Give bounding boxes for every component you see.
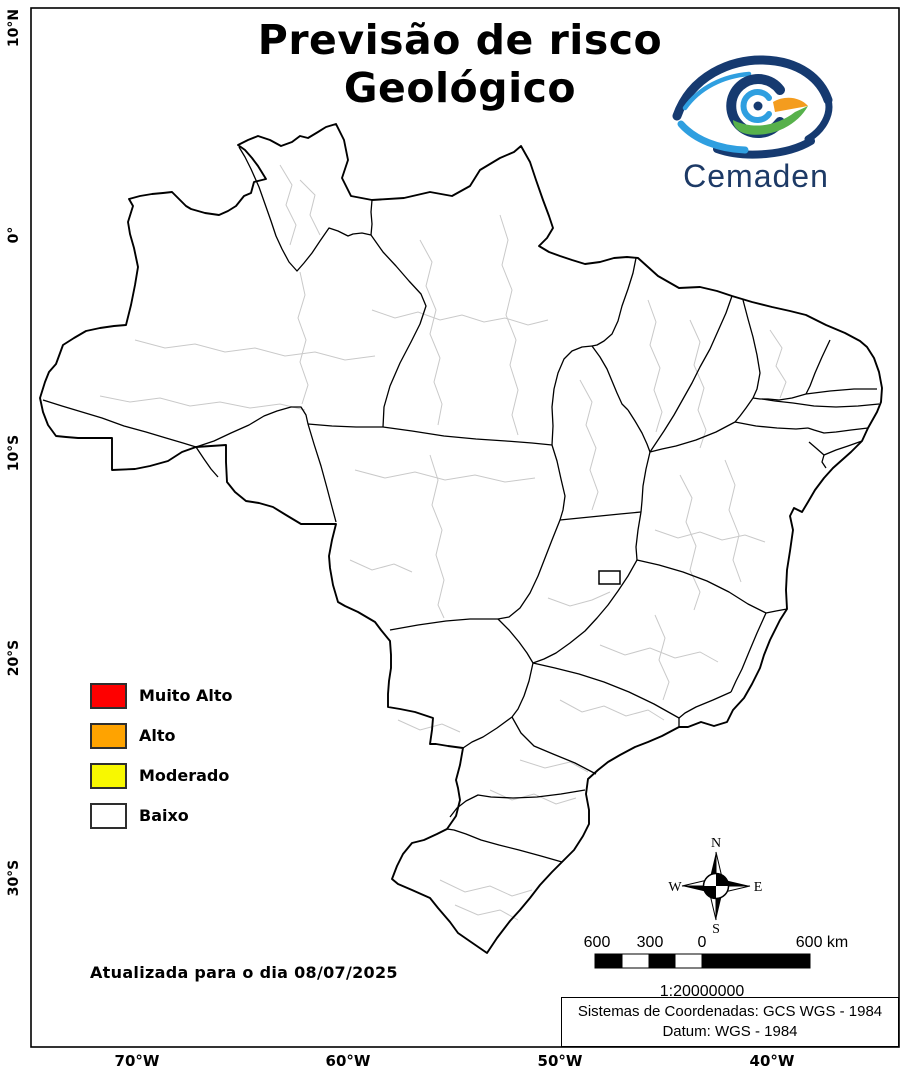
lat-axis-label-30s: 30°S — [6, 859, 22, 897]
title-line2: Geológico — [343, 64, 577, 113]
lon-axis-label-70w: 70°W — [114, 1052, 160, 1070]
lat-axis-label-0: 0° — [6, 226, 22, 244]
scale-bar: 600 300 0 600 km 1:20000000 — [584, 934, 849, 1000]
update-note: Atualizada para o dia 08/07/2025 — [90, 963, 398, 982]
legend-label: Alto — [139, 726, 176, 745]
map-frame — [30, 7, 900, 1048]
municipal-borders — [99, 164, 787, 921]
lon-axis-label-40w: 40°W — [749, 1052, 795, 1070]
legend-item-muito-alto: Muito Alto — [90, 682, 233, 709]
scale-label-600-left: 600 — [584, 934, 611, 951]
scale-label-0: 0 — [698, 934, 707, 951]
scale-bar-segments — [594, 953, 811, 969]
risk-legend: Muito Alto Alto Moderado Baixo — [90, 682, 233, 842]
cemaden-logo-text: Cemaden — [683, 158, 829, 194]
legend-item-moderado: Moderado — [90, 762, 233, 789]
legend-swatch-alto — [90, 722, 127, 749]
legend-swatch-muito-alto — [90, 682, 127, 709]
cemaden-eye-icon — [672, 55, 833, 159]
compass-rose-icon: N S W E — [668, 836, 763, 936]
scale-label-600-right: 600 km — [796, 934, 848, 951]
credits-box: Sistemas de Coordenadas: GCS WGS - 1984 … — [561, 997, 899, 1047]
lon-axis-label-50w: 50°W — [537, 1052, 583, 1070]
legend-label: Baixo — [139, 806, 189, 825]
lat-axis-label-10s: 10°S — [6, 434, 22, 472]
legend-swatch-baixo — [90, 802, 127, 829]
scale-ratio: 1:20000000 — [660, 983, 745, 1000]
cemaden-logo: Cemaden — [657, 48, 855, 195]
lat-axis-label-20s: 20°S — [6, 639, 22, 677]
legend-label: Moderado — [139, 766, 230, 785]
compass-n-label: N — [711, 836, 721, 851]
legend-label: Muito Alto — [139, 686, 233, 705]
legend-item-baixo: Baixo — [90, 802, 233, 829]
legend-item-alto: Alto — [90, 722, 233, 749]
legend-swatch-moderado — [90, 762, 127, 789]
datum-note: Datum: WGS - 1984 — [662, 1023, 798, 1040]
state-borders — [42, 146, 880, 863]
compass-e-label: E — [754, 880, 763, 895]
compass-s-label: S — [712, 922, 720, 936]
lon-axis-label-60w: 60°W — [325, 1052, 371, 1070]
country-outline — [39, 123, 883, 954]
df-rectangle — [598, 570, 621, 585]
scale-label-300: 300 — [637, 934, 664, 951]
lat-axis-label-10n: 10°N — [6, 8, 22, 48]
page-title: Previsão de risco Geológico — [225, 16, 695, 113]
coordinate-system-note: Sistemas de Coordenadas: GCS WGS - 1984 — [577, 1003, 883, 1020]
title-line1: Previsão de risco — [257, 16, 663, 64]
compass-w-label: W — [668, 880, 682, 895]
